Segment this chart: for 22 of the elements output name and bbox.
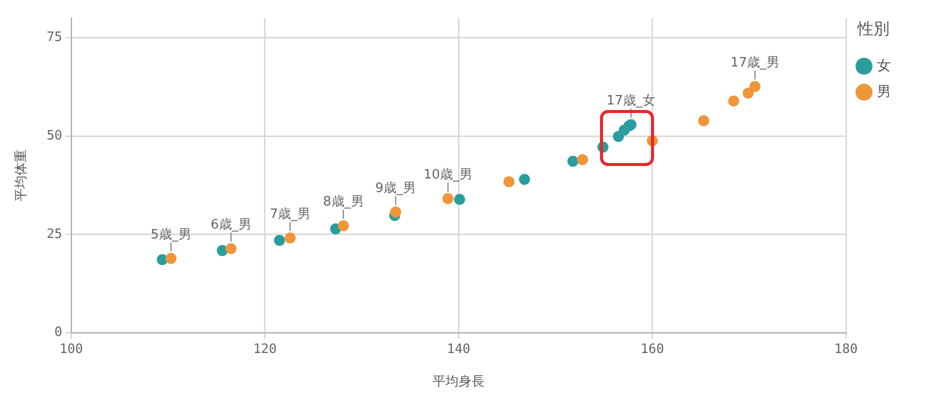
x-axis-title: 平均身長 (432, 374, 485, 390)
y-tick-label: 25 (46, 226, 62, 242)
annotation: 10歳_男 (423, 167, 472, 182)
annotation: 9歳_男 (375, 180, 416, 196)
annotation: 17歳_男 (730, 55, 780, 70)
annotation: 17歳_女 (606, 94, 656, 109)
x-tick-label: 140 (446, 342, 470, 357)
legend-label: 女 (877, 58, 891, 74)
y-tick-label: 50 (46, 128, 62, 144)
x-tick-label: 100 (60, 342, 83, 357)
legend-title: 性別 (856, 19, 890, 38)
y-axis-title: 平均体重 (14, 149, 30, 202)
annotation: 7歳_男 (270, 206, 311, 222)
x-tick-label: 180 (834, 342, 858, 357)
legend-label: 男 (877, 84, 891, 100)
x-tick-label: 120 (253, 342, 277, 357)
y-tick-label: 75 (46, 30, 62, 46)
y-tick-label: 0 (54, 325, 62, 340)
annotation: 8歳_男 (322, 194, 364, 210)
annotation: 6歳_男 (210, 217, 252, 232)
annotation: 5歳_男 (150, 227, 192, 242)
x-tick-label: 160 (640, 342, 664, 357)
